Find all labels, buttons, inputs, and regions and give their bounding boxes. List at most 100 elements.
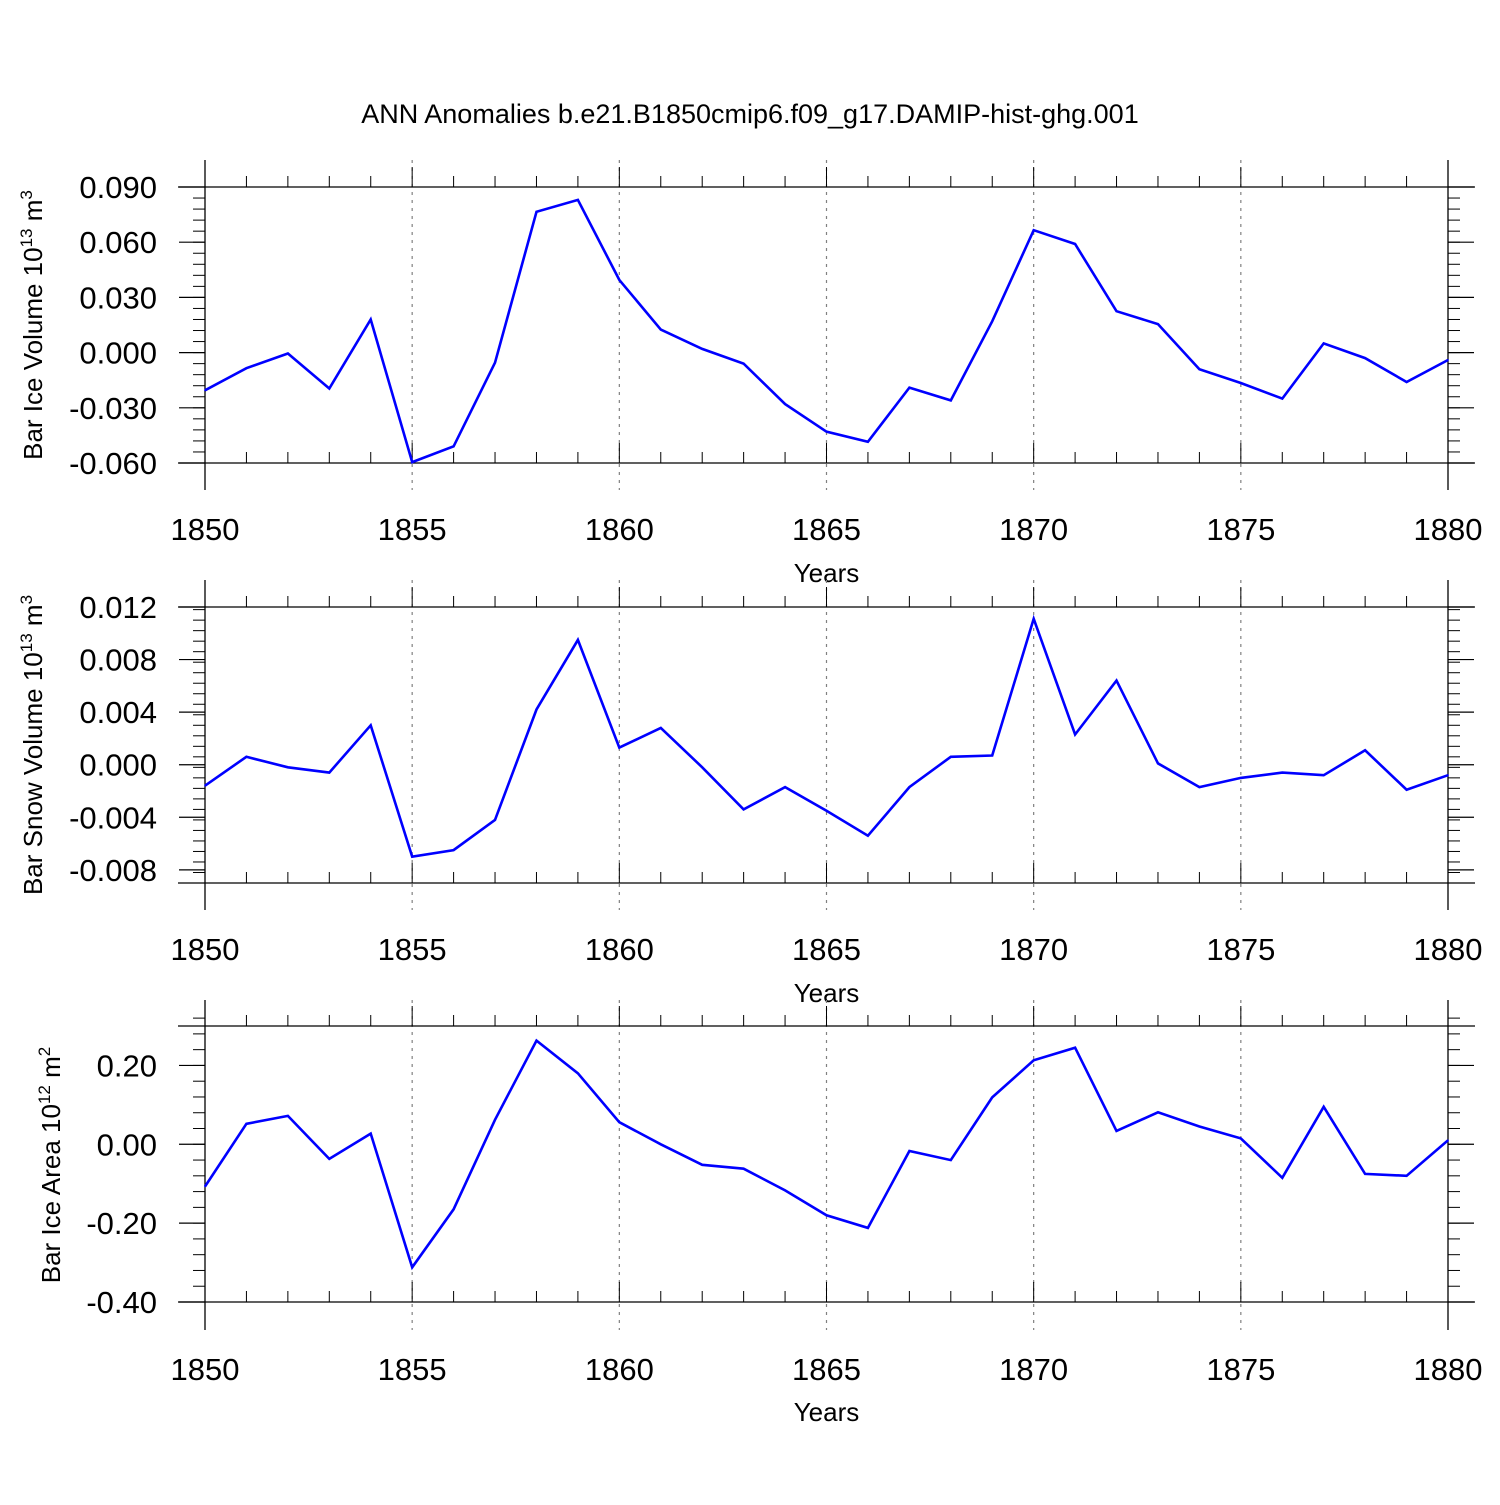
data-point — [1074, 1046, 1076, 1049]
data-point — [1240, 1137, 1242, 1140]
panel-2: 0.012 0.008 0.004 0.000 -0.004 -0.008 1850 1855… — [17, 580, 1482, 1008]
data-point — [245, 1122, 248, 1125]
y-tick-label: 0.012 — [79, 590, 157, 625]
data-point — [908, 786, 911, 788]
data-point — [369, 724, 372, 727]
data-point — [701, 348, 703, 350]
data-point — [991, 1096, 994, 1099]
data-point — [245, 367, 248, 370]
data-point — [950, 399, 952, 402]
data-point — [618, 279, 621, 281]
x-tick-label: 1850 — [171, 512, 240, 547]
data-point — [1447, 774, 1449, 777]
data-point — [494, 1119, 496, 1121]
x-tick-label: 1865 — [792, 1352, 861, 1387]
data-point — [369, 1132, 372, 1135]
data-point — [577, 199, 579, 201]
data-point — [452, 1208, 455, 1211]
panel-3: 0.20 0.00 -0.20 -0.40 1850 1855 1860 1865 1870 18… — [35, 1000, 1482, 1427]
x-tick-label: 1860 — [585, 512, 654, 547]
data-point — [825, 430, 828, 433]
data-point — [411, 1266, 413, 1269]
y-tick-label: -0.20 — [86, 1206, 157, 1241]
data-point — [535, 708, 538, 711]
data-point — [742, 362, 745, 365]
data-point — [659, 727, 662, 729]
data-point — [825, 809, 828, 812]
data-point — [1240, 382, 1242, 384]
data-point — [1364, 749, 1366, 752]
y-axis-label: Bar Ice Volume 1013 m3 — [17, 190, 48, 460]
data-point — [328, 1158, 331, 1160]
data-point — [867, 834, 869, 837]
x-tick-label: 1865 — [792, 932, 861, 967]
data-point — [659, 1143, 662, 1146]
data-point — [1281, 1177, 1284, 1179]
data-point — [1157, 1111, 1159, 1114]
y-axis-label: Bar Snow Volume 1013 m3 — [17, 595, 48, 895]
data-point — [1322, 774, 1325, 777]
data-point — [535, 211, 538, 213]
x-tick-label: 1875 — [1206, 1352, 1275, 1387]
data-point — [577, 639, 579, 641]
data-point — [1074, 733, 1076, 736]
y-tick-label: -0.008 — [69, 853, 157, 888]
data-point — [1198, 368, 1201, 370]
data-point — [825, 1214, 828, 1217]
data-point — [535, 1039, 538, 1042]
data-point — [452, 849, 455, 851]
x-tick-label: 1855 — [378, 512, 447, 547]
panel-1: 0.090 0.060 0.030 0.000 -0.030 -0.060 1850 1855… — [17, 160, 1482, 588]
data-point — [245, 756, 248, 758]
chart-title: ANN Anomalies b.e21.B1850cmip6.f09_g17.D… — [361, 99, 1139, 129]
data-point — [1157, 762, 1159, 765]
data-point — [577, 1072, 579, 1075]
data-point — [1447, 359, 1449, 361]
data-point — [328, 771, 331, 774]
data-point — [618, 746, 621, 749]
data-point — [411, 461, 413, 463]
data-point — [1198, 786, 1201, 788]
data-point — [1032, 618, 1035, 620]
y-tick-label: 0.004 — [79, 695, 157, 730]
data-point — [1032, 229, 1035, 232]
x-tick-label: 1880 — [1414, 932, 1483, 967]
data-point — [452, 445, 455, 448]
x-tick-label: 1875 — [1206, 512, 1275, 547]
data-point — [494, 361, 496, 364]
data-point — [1198, 1125, 1201, 1128]
y-tick-label: -0.004 — [69, 800, 157, 835]
y-tick-label: 0.20 — [97, 1048, 157, 1083]
data-point — [1322, 1106, 1325, 1108]
x-tick-label: 1880 — [1414, 1352, 1483, 1387]
data-point — [784, 786, 786, 788]
data-point — [1281, 397, 1284, 400]
data-point — [328, 387, 331, 390]
data-point — [204, 784, 206, 787]
data-point — [867, 1227, 869, 1229]
data-point — [1364, 1173, 1366, 1175]
data-point — [1281, 771, 1284, 774]
x-tick-label: 1855 — [378, 932, 447, 967]
data-point — [784, 1189, 786, 1192]
data-point — [991, 754, 994, 757]
y-tick-label: 0.000 — [79, 748, 157, 783]
x-tick-label: 1880 — [1414, 512, 1483, 547]
x-tick-label: 1855 — [378, 1352, 447, 1387]
data-point — [784, 403, 786, 405]
data-point — [287, 766, 289, 769]
data-point — [1405, 381, 1408, 383]
y-tick-label: -0.060 — [69, 446, 157, 481]
data-point — [742, 1167, 745, 1170]
data-point — [204, 389, 206, 392]
y-tick-label: 0.00 — [97, 1127, 157, 1162]
data-point — [1405, 788, 1408, 791]
y-tick-label: 0.030 — [79, 280, 157, 315]
data-point — [1322, 342, 1325, 345]
data-point — [1364, 357, 1366, 359]
data-point — [287, 1115, 289, 1117]
y-tick-label: -0.030 — [69, 391, 157, 426]
data-point — [659, 328, 662, 331]
